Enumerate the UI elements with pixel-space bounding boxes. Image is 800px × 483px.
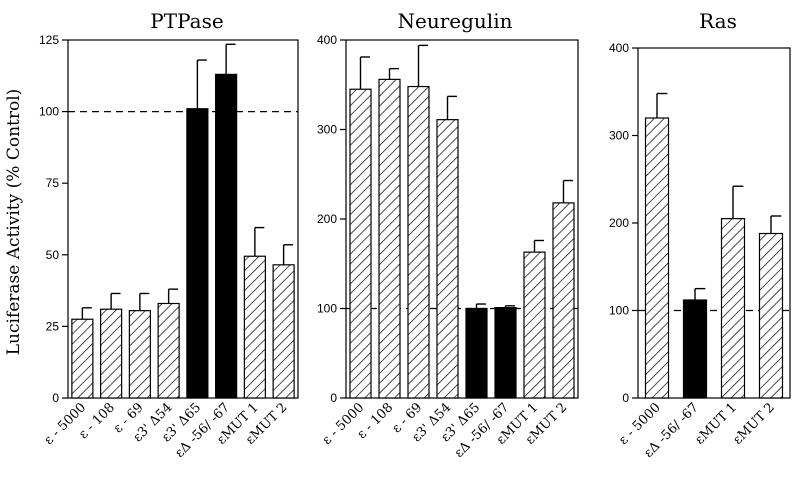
bar: [465, 307, 488, 399]
y-axis-label: Luciferase Activity (% Control): [4, 89, 24, 356]
bar: [157, 302, 180, 399]
y-tick-label: 300: [609, 129, 629, 143]
x-tick-label: εMUT 2: [730, 400, 777, 447]
y-tick-label: 200: [317, 212, 337, 226]
bar: [494, 307, 517, 399]
bar: [100, 308, 123, 399]
panel-title: Ras: [699, 9, 737, 33]
bar: [349, 88, 372, 399]
bar: [758, 232, 784, 399]
bar: [682, 299, 708, 399]
y-tick-label: 75: [46, 176, 60, 190]
y-tick-label: 100: [609, 304, 629, 318]
y-tick-label: 0: [52, 391, 59, 405]
y-tick-label: 100: [39, 105, 59, 119]
y-tick-label: 0: [330, 391, 337, 405]
plot-frame: [67, 39, 299, 399]
bar: [644, 117, 670, 399]
bar: [378, 78, 401, 399]
panel-title: Neuregulin: [398, 9, 513, 33]
y-tick-label: 200: [609, 216, 629, 230]
y-tick-label: 100: [317, 302, 337, 316]
bar: [436, 119, 459, 399]
y-tick-label: 0: [622, 391, 629, 405]
bar: [71, 318, 94, 399]
bar: [552, 202, 575, 399]
bar: [186, 108, 209, 399]
y-tick-label: 25: [46, 319, 60, 333]
x-tick-label: ε - 5000: [320, 400, 368, 448]
y-tick-label: 400: [609, 41, 629, 55]
bar: [215, 73, 238, 399]
y-tick-label: 50: [46, 248, 60, 262]
y-tick-label: 125: [39, 33, 59, 47]
y-tick-label: 300: [317, 123, 337, 137]
x-tick-label: ε - 5000: [41, 400, 89, 448]
bar: [523, 251, 546, 399]
panel-title: PTPase: [150, 9, 223, 33]
bar: [720, 218, 746, 399]
bar: [243, 255, 266, 399]
bar: [407, 85, 430, 399]
y-tick-label: 400: [317, 33, 337, 47]
bar: [272, 264, 295, 399]
bar: [128, 310, 151, 399]
